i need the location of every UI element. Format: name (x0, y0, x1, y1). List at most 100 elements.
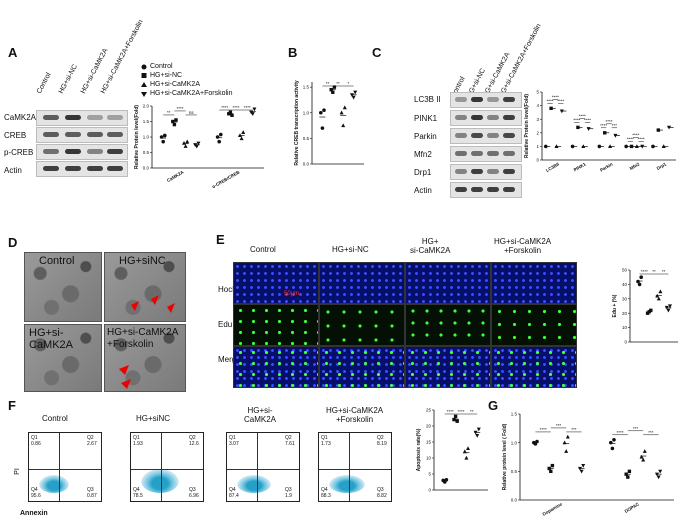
significance-label: *** (556, 423, 562, 428)
protein-label: Actin (4, 166, 22, 175)
legend-label: HG+si-NC (150, 72, 183, 79)
data-point (641, 457, 646, 462)
significance-label: **** (638, 136, 645, 141)
blot-strip (450, 128, 522, 144)
blot-strip (450, 182, 522, 198)
data-point (639, 275, 643, 279)
data-point (612, 438, 616, 442)
q4-value: 78.5 (133, 493, 143, 499)
data-point (666, 308, 671, 313)
y-tick-label: 1 (536, 144, 539, 149)
y-tick-label: 2.0 (143, 104, 150, 109)
data-point (637, 282, 642, 287)
lane-label: HG+si-NC (57, 63, 80, 95)
significance-label: **** (579, 113, 586, 118)
data-point (453, 414, 458, 419)
data-point (610, 446, 615, 451)
flow-plot: Q1 1.93 Q2 12.6 Q4 78.5 Q3 6.96 (130, 432, 204, 502)
data-point (322, 108, 326, 112)
data-point (239, 136, 244, 141)
data-point (228, 110, 233, 114)
panel-letter-e: E (216, 232, 225, 247)
panel-letter-c: C (372, 45, 382, 60)
data-point (455, 419, 459, 423)
y-tick-label: 0 (536, 158, 539, 163)
flow-title: HG+siNC (136, 414, 171, 423)
q1-value: 1.93 (133, 441, 143, 447)
data-point (668, 304, 672, 309)
data-point (649, 308, 653, 313)
hoechst-image (319, 262, 405, 304)
x-tick-label: CaMK2A (166, 169, 185, 183)
data-point (161, 139, 165, 144)
flow-title: Control (42, 414, 68, 423)
protein-label: Actin (414, 186, 432, 195)
edu-image (233, 304, 319, 346)
q2-value: 7.61 (285, 441, 295, 447)
flow-ylabel: PI (13, 468, 21, 475)
q4-value: 95.6 (31, 493, 41, 499)
y-tick-label: 1.0 (303, 110, 310, 115)
data-point (230, 113, 234, 117)
protein-label: Parkin (414, 132, 437, 141)
data-point (217, 139, 221, 144)
protein-label: LC3B II (414, 95, 441, 104)
panel-letter-a: A (8, 45, 18, 60)
flow-title: HG+si-CaMK2A +Forskolin (326, 406, 384, 424)
edu-image (319, 304, 405, 346)
data-point (196, 141, 201, 146)
x-tick-label: DOPAC (624, 501, 641, 514)
protein-label: p-CREB (4, 148, 34, 157)
hoechst-image (491, 262, 577, 304)
data-point (353, 90, 358, 95)
protein-label: Mfn2 (414, 150, 432, 159)
panel-letter-b: B (288, 45, 298, 60)
row-label: Merge (218, 355, 241, 364)
significance-label: ** (167, 110, 171, 115)
y-tick-label: 0.5 (303, 136, 310, 141)
y-tick-label: 5 (536, 90, 539, 95)
flow-plot: Q1 0.86 Q2 2.67 Q4 95.6 Q3 0.87 (28, 432, 102, 502)
data-point (464, 455, 469, 460)
hoechst-image (405, 262, 491, 304)
flow-plot: Q1 3.07 Q2 7.61 Q4 87.4 Q3 1.9 (226, 432, 300, 502)
data-point (475, 434, 480, 438)
significance-label: **** (600, 123, 607, 128)
significance-label: ** (652, 269, 656, 274)
row-label: Hochest (218, 285, 247, 294)
data-point (351, 95, 356, 100)
flow-plot: Q1 1.73 Q2 8.19 Q4 88.3 Q3 8.82 (318, 432, 392, 502)
legend-label: HG+si-CaMK2A+Forskolin (150, 90, 233, 97)
blot-strip (36, 144, 128, 160)
em-image: HG+si-CaMK2A +Forskolin (104, 324, 186, 392)
y-axis-label: Apoptosis rate(%) (416, 428, 422, 471)
x-tick-label: Parkin (599, 161, 614, 172)
data-point (194, 144, 199, 149)
scale-bar-label: 50μm (284, 291, 300, 297)
chart-g: 0.0 0.5 1.0 1.5 Relative protein level ( Fol… (502, 412, 674, 517)
y-tick-label: 20 (426, 424, 432, 429)
flow-xlabel: Annexin (20, 510, 48, 517)
y-tick-label: 1.0 (143, 135, 150, 140)
data-point (564, 449, 569, 453)
significance-label: **** (457, 409, 464, 414)
q3-value: 0.87 (87, 493, 97, 499)
y-tick-label: 0.0 (143, 166, 150, 171)
q1-value: 3.07 (229, 441, 239, 447)
data-point (331, 90, 335, 94)
blot-strip (36, 110, 128, 126)
protein-label: Drp1 (414, 168, 432, 177)
col-label: HG+si-CaMK2A +Forskolin (494, 237, 552, 255)
chart-c: 0 1 2 3 4 5 Relative Protein level(Fold) LC3BII… (524, 90, 676, 173)
blot-strip (450, 92, 522, 108)
y-tick-label: 4 (536, 103, 539, 108)
significance-label: **** (573, 117, 580, 122)
data-point (320, 126, 325, 130)
x-tick-label: PINK1 (573, 161, 587, 172)
data-point (241, 130, 246, 134)
y-tick-label: 20 (622, 311, 628, 316)
em-label: HG+siNC (119, 255, 166, 267)
significance-label: **** (605, 119, 612, 124)
